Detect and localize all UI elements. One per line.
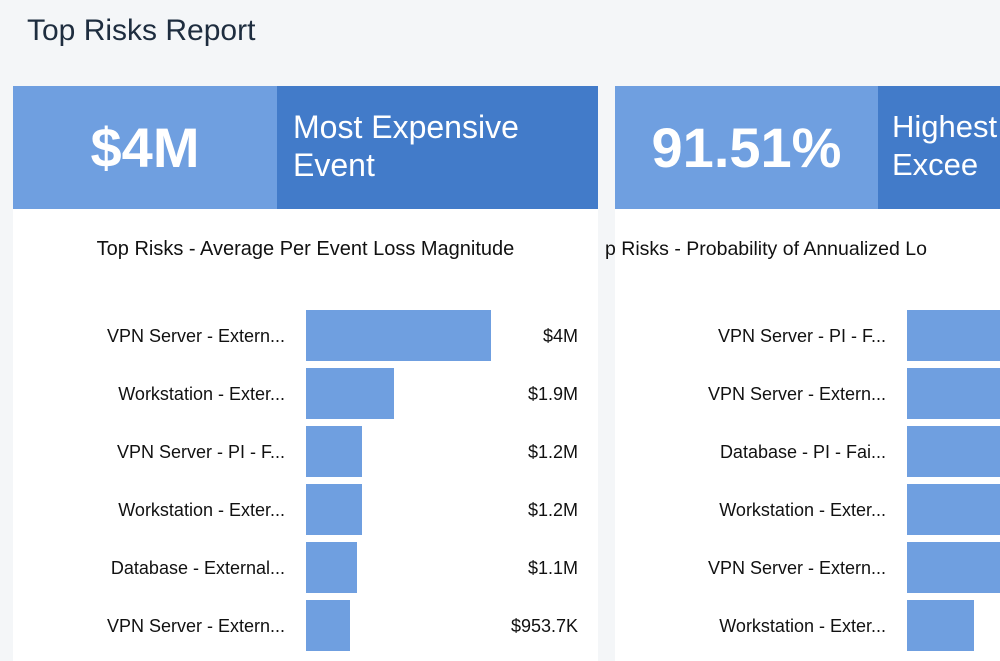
bar[interactable]	[907, 484, 1000, 535]
bar-value-label: $4M	[542, 326, 578, 346]
kpi-value: $4M	[13, 86, 277, 209]
bar-label: VPN Server - Extern...	[707, 558, 886, 578]
bar-label: Workstation - Exter...	[719, 500, 886, 520]
bar[interactable]	[306, 542, 357, 593]
kpi-label-line1: Most Expensive	[293, 109, 519, 145]
kpi-label: Highest Excee	[878, 86, 1000, 209]
bar[interactable]	[907, 600, 974, 651]
chart-title: Top Risks - Average Per Event Loss Magni…	[96, 238, 515, 260]
bar[interactable]	[306, 426, 362, 477]
kpi-label-line1: Highest	[892, 109, 998, 144]
bar[interactable]	[907, 426, 1000, 477]
bar-label: VPN Server - Extern...	[106, 616, 285, 636]
bar-label: Workstation - Exter...	[719, 616, 886, 636]
bar[interactable]	[306, 484, 362, 535]
bar-label: VPN Server - Extern...	[707, 384, 886, 404]
bar[interactable]	[907, 310, 1000, 361]
kpi-value: 91.51%	[615, 86, 878, 209]
bar-label: Workstation - Exter...	[118, 384, 285, 404]
chart-title: p Risks - Probability of Annualized Lo	[605, 238, 927, 260]
page-title: Top Risks Report	[27, 14, 256, 47]
bar[interactable]	[306, 368, 394, 419]
bar-label: Database - External...	[110, 558, 285, 578]
bar-label: VPN Server - PI - F...	[717, 326, 886, 346]
bar-label: Workstation - Exter...	[118, 500, 285, 520]
card-most-expensive-event: $4M Most Expensive Event Top Risks - Ave…	[13, 86, 598, 661]
bar[interactable]	[907, 368, 1000, 419]
bar-value-label: $1.9M	[527, 384, 578, 404]
bar-value-label: $953.7K	[510, 616, 578, 636]
bar-value-label: $1.2M	[527, 500, 578, 520]
bar-label: VPN Server - PI - F...	[116, 442, 285, 462]
bar[interactable]	[907, 542, 1000, 593]
bar-value-label: $1.1M	[527, 558, 578, 578]
kpi-label: Most Expensive Event	[277, 86, 598, 209]
bar-label: Database - PI - Fai...	[719, 442, 886, 462]
bar-value-label: $1.2M	[527, 442, 578, 462]
bar[interactable]	[306, 600, 351, 651]
kpi-label-line2: Event	[293, 147, 375, 183]
bar-label: VPN Server - Extern...	[106, 326, 285, 346]
bar[interactable]	[306, 310, 491, 361]
kpi-label-line2: Excee	[892, 147, 979, 182]
card-highest-exceedance: 91.51% Highest Excee p Risks - Probabili…	[605, 86, 1000, 661]
